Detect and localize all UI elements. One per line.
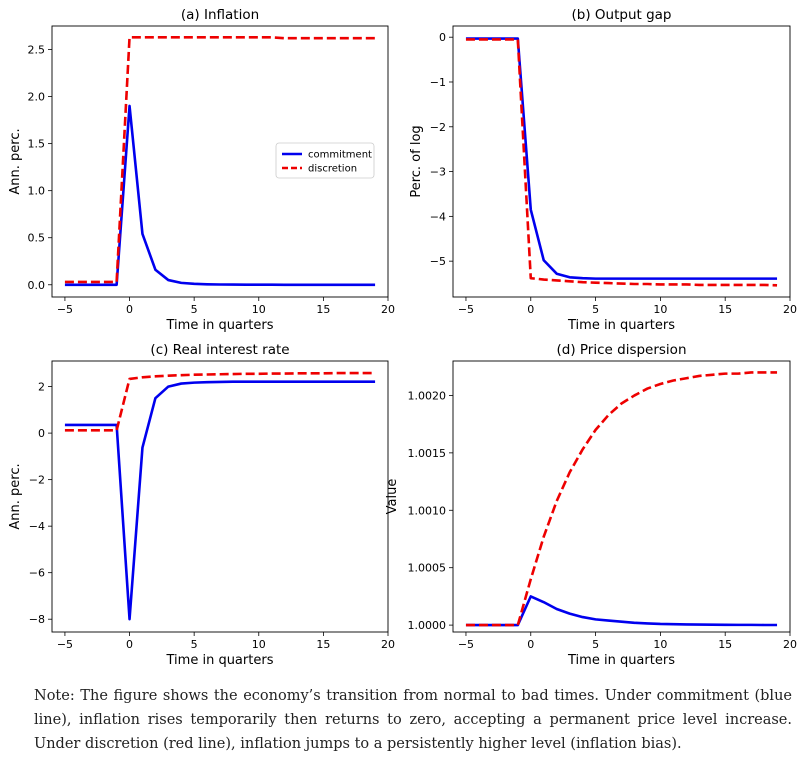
y-tick-label: −4 (430, 210, 446, 223)
y-tick-label: −1 (430, 76, 446, 89)
y-tick-label: −3 (430, 166, 446, 179)
series-line-discretion (465, 371, 778, 627)
y-tick-label: −2 (430, 121, 446, 134)
y-tick-label: 1.0020 (408, 389, 447, 402)
series-line-commitment (465, 37, 778, 280)
y-tick-label: 1.0 (28, 185, 46, 198)
y-tick-label: 1.0015 (408, 447, 447, 460)
plot-frame (51, 360, 389, 633)
y-tick-label: 2.0 (28, 91, 46, 104)
x-tick-label: 0 (527, 638, 534, 651)
x-tick-label: 10 (653, 638, 667, 651)
figure: (a) Inflation−5 0 5 10 15 200.00.51.01.52.02.… (8, 7, 797, 668)
y-tick-label: −4 (29, 520, 45, 533)
y-tick-label: 1.0000 (408, 619, 447, 632)
x-tick-label: −5 (57, 638, 73, 651)
x-tick-label: 0 (126, 638, 133, 651)
x-tick-label: −5 (458, 303, 474, 316)
y-tick-label: −6 (29, 567, 45, 580)
y-tick-label: 1.0010 (408, 504, 447, 517)
y-axis-label: Perc. of log (409, 125, 424, 197)
x-tick-label: 15 (316, 303, 330, 316)
legend: commitment discretion (275, 142, 375, 179)
x-tick-label: 10 (653, 303, 667, 316)
y-tick-label: 1.5 (28, 138, 46, 151)
y-axis-label: Ann. perc. (8, 463, 23, 529)
x-tick-label: 10 (252, 303, 266, 316)
chart-title: (a) Inflation (181, 7, 259, 23)
x-tick-label: 5 (191, 303, 198, 316)
x-tick-label: 15 (316, 638, 330, 651)
chart-real-interest-rate: (c) Real interest rate−5 0 5 10 15 2020−2−4−6… (8, 342, 395, 668)
series-line-discretion (465, 38, 778, 287)
x-tick-label: 20 (381, 303, 395, 316)
y-tick-label: 0 (439, 31, 446, 44)
x-axis-label: Time in quarters (166, 318, 274, 333)
x-tick-label: 0 (126, 303, 133, 316)
y-tick-label: −5 (430, 255, 446, 268)
series-line-commitment (465, 595, 778, 627)
y-tick-label: 2 (38, 381, 45, 394)
y-axis-label: Value (385, 479, 400, 515)
chart-title: (d) Price dispersion (557, 342, 687, 358)
x-tick-label: 15 (718, 303, 732, 316)
chart-output-gap: (b) Output gap −5 0 5 10 15 20 0 −1 −2 −3 −4 −5 Time … (409, 7, 797, 333)
plot-frame (51, 25, 389, 298)
x-axis-label: Time in quarters (567, 318, 675, 333)
x-tick-label: 10 (252, 638, 266, 651)
y-axis-label: Ann. perc. (8, 128, 23, 194)
x-tick-label: 15 (718, 638, 732, 651)
x-tick-label: −5 (57, 303, 73, 316)
y-tick-label: 0.0 (28, 279, 46, 292)
x-tick-label: 5 (592, 638, 599, 651)
legend-label-commitment: commitment (308, 150, 372, 161)
figure-note: Note: The figure shows the economy’s tra… (34, 688, 792, 752)
chart-title: (b) Output gap (572, 7, 672, 23)
series-line-commitment (64, 104, 376, 287)
y-tick-label: 0 (38, 427, 45, 440)
x-tick-label: 20 (381, 638, 395, 651)
plot-frame (452, 360, 791, 633)
series-line-discretion (64, 371, 376, 432)
y-tick-label: 0.5 (28, 232, 46, 245)
legend-label-discretion: discretion (308, 164, 357, 175)
x-tick-label: 20 (783, 638, 797, 651)
x-tick-label: −5 (458, 638, 474, 651)
x-tick-label: 20 (783, 303, 797, 316)
plot-frame (452, 25, 791, 298)
y-tick-label: 2.5 (28, 44, 46, 57)
y-tick-label: 1.0005 (408, 562, 447, 575)
x-tick-label: 5 (592, 303, 599, 316)
x-tick-label: 5 (191, 638, 198, 651)
x-tick-label: 0 (527, 303, 534, 316)
chart-inflation: (a) Inflation −5 0 5 10 15 20 0.0 0.5 1.0 1.5 2.0 2.… (8, 7, 395, 333)
y-tick-label: −2 (29, 474, 45, 487)
x-axis-label: Time in quarters (166, 653, 274, 668)
chart-title: (c) Real interest rate (150, 342, 289, 358)
series-line-commitment (64, 380, 376, 621)
x-axis-label: Time in quarters (567, 653, 675, 668)
chart-price-dispersion: (d) Price dispersion −5 0 5 10 15 20 1.0000 1.00… (385, 342, 797, 668)
y-tick-label: −8 (29, 613, 45, 626)
